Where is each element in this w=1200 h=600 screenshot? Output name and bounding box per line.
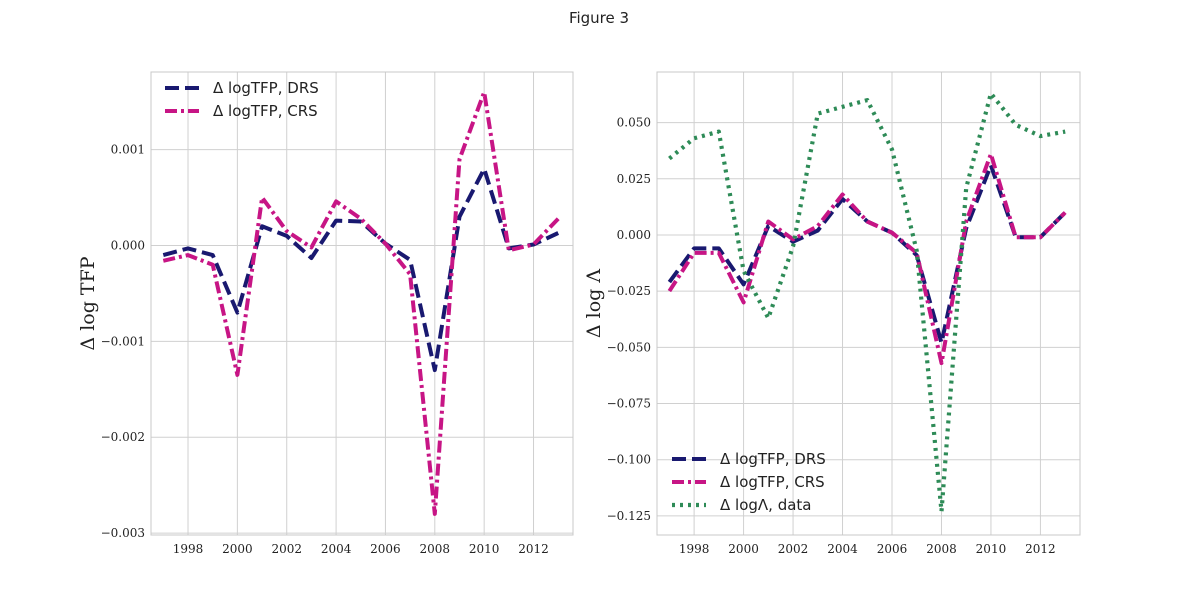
x-tick-label: 1998 xyxy=(173,542,204,556)
y-tick-label: 0.050 xyxy=(617,116,651,130)
x-tick-label: 2004 xyxy=(827,542,858,556)
x-tick-label: 2006 xyxy=(370,542,401,556)
legend-label: Δ logTFP, CRS xyxy=(213,102,318,120)
legend-entry: Δ logΛ, data xyxy=(672,496,811,514)
x-tick-label: 2008 xyxy=(926,542,957,556)
legend-label: Δ logTFP, DRS xyxy=(720,450,826,468)
legend-entry: Δ logTFP, CRS xyxy=(672,473,825,491)
legend-label: Δ logTFP, CRS xyxy=(720,473,825,491)
legend-entry: Δ logTFP, CRS xyxy=(165,102,318,120)
series-line--logtfp-crs xyxy=(162,90,560,516)
x-tick-label: 2010 xyxy=(976,542,1007,556)
y-tick-label: −0.125 xyxy=(607,509,651,523)
legend-label: Δ logTFP, DRS xyxy=(213,79,319,97)
series-line--logtfp-crs xyxy=(667,152,1067,366)
figure-title: Figure 3 xyxy=(569,9,629,27)
y-tick-label: −0.001 xyxy=(101,334,145,348)
left-panel-tfp: 1998 2000 2002 2004 2006 2008 2010 2012 −0.003 −0… xyxy=(77,71,574,556)
x-tick-label: 2002 xyxy=(778,542,809,556)
y-tick-label: 0.000 xyxy=(617,228,651,242)
x-tick-label: 2008 xyxy=(420,542,451,556)
y-tick-label: −0.025 xyxy=(607,284,651,298)
x-tick-label: 2006 xyxy=(877,542,908,556)
right-panel-lambda: 1998 2000 2002 2004 2006 2008 2010 2012 −0.125 −0… xyxy=(583,71,1081,556)
legend-entry: Δ logTFP, DRS xyxy=(672,450,826,468)
y-tick-label: −0.100 xyxy=(607,453,651,467)
legend-entry: Δ logTFP, DRS xyxy=(165,79,319,97)
x-tick-label: 2000 xyxy=(728,542,759,556)
y-tick-label: −0.050 xyxy=(607,340,651,354)
series-line--logtfp-drs xyxy=(667,163,1067,345)
y-axis-label: Δ log Λ xyxy=(583,269,605,338)
y-tick-label: −0.002 xyxy=(101,430,145,444)
y-axis-label: Δ log TFP xyxy=(77,256,99,350)
y-tick-label: 0.001 xyxy=(111,143,145,157)
y-tick-label: 0.000 xyxy=(111,239,145,253)
y-tick-label: −0.075 xyxy=(607,397,651,411)
y-tick-label: −0.003 xyxy=(101,526,145,540)
x-tick-label: 2010 xyxy=(469,542,500,556)
legend-label: Δ logΛ, data xyxy=(720,496,811,514)
x-tick-label: 2012 xyxy=(1025,542,1056,556)
plot-frame xyxy=(656,71,1081,536)
series-line--log-data xyxy=(668,91,1066,514)
y-tick-label: 0.025 xyxy=(617,172,651,186)
x-tick-label: 2004 xyxy=(321,542,352,556)
x-tick-label: 2000 xyxy=(222,542,253,556)
series-line--logtfp-drs xyxy=(162,166,560,373)
plot-frame xyxy=(150,71,574,536)
x-tick-label: 1998 xyxy=(679,542,710,556)
x-tick-label: 2002 xyxy=(271,542,302,556)
x-tick-label: 2012 xyxy=(518,542,549,556)
